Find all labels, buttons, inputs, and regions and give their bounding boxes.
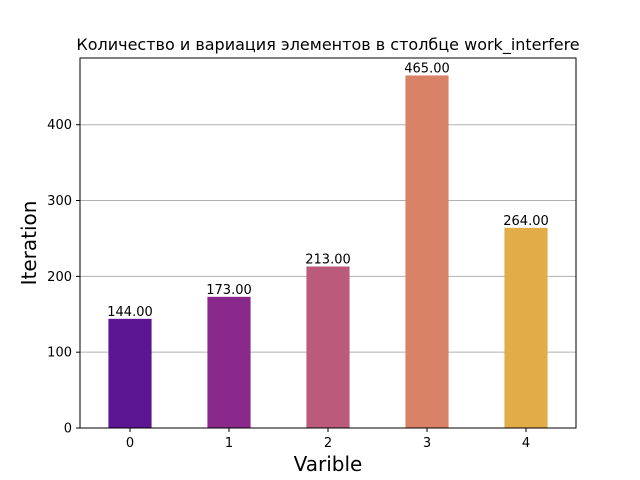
x-tick-label-0: 0 — [126, 436, 134, 451]
y-tick-label-100: 100 — [47, 346, 72, 361]
y-axis-label: Iteration — [17, 201, 41, 286]
data-label-1: 173.00 — [206, 283, 252, 298]
y-tick-label-300: 300 — [47, 194, 72, 209]
bar-1 — [207, 296, 251, 428]
x-tick-label-2: 2 — [324, 436, 332, 451]
bars — [108, 75, 548, 428]
bar-0 — [108, 318, 152, 428]
data-label-4: 264.00 — [503, 214, 549, 229]
y-tick-label-0: 0 — [64, 422, 72, 437]
x-axis-label: Varible — [294, 452, 363, 476]
data-label-0: 144.00 — [107, 305, 153, 320]
bar-3 — [405, 75, 449, 428]
data-label-2: 213.00 — [305, 253, 351, 268]
y-tick-label-400: 400 — [47, 118, 72, 133]
x-tick-label-4: 4 — [522, 436, 530, 451]
x-tick-label-1: 1 — [225, 436, 233, 451]
data-label-3: 465.00 — [404, 61, 450, 76]
x-tick-label-3: 3 — [423, 436, 431, 451]
data-labels: 144.00 173.00 213.00 465.00 264.00 — [107, 61, 549, 319]
y-tick-label-200: 200 — [47, 270, 72, 285]
bar-4 — [504, 227, 548, 428]
x-axis-ticks: 0 1 2 3 4 — [126, 428, 530, 451]
chart-title: Количество и вариация элементов в столбц… — [76, 35, 579, 55]
y-axis-ticks: 0 100 200 300 400 — [47, 118, 80, 437]
bar-2 — [306, 266, 350, 428]
